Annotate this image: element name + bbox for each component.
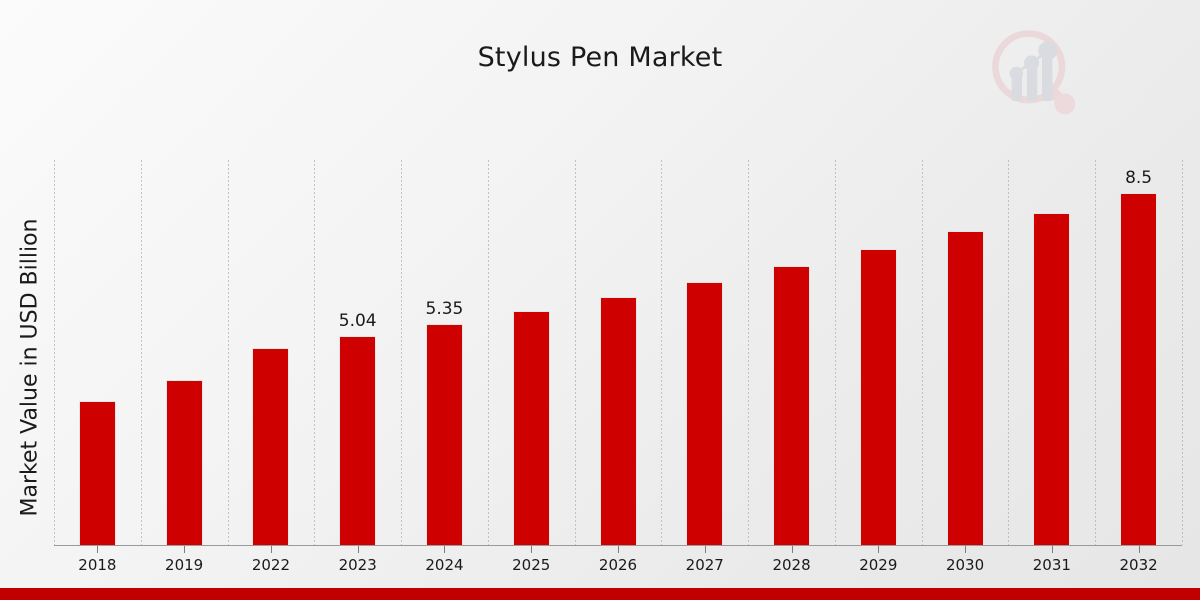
x-tick-2031: [1051, 546, 1053, 553]
gridline: [748, 160, 750, 545]
x-tick-2025: [531, 546, 533, 553]
gridline: [661, 160, 663, 545]
bar-2029[interactable]: [859, 249, 897, 545]
gridline: [1008, 160, 1010, 545]
x-axis-label-2030: 2030: [945, 556, 985, 574]
x-tick-2030: [965, 546, 967, 553]
gridline: [140, 160, 142, 545]
bar-2030[interactable]: [946, 231, 984, 545]
gridline: [227, 160, 229, 545]
gridline: [314, 160, 316, 545]
x-tick-2027: [704, 546, 706, 553]
bar-2031[interactable]: [1033, 213, 1071, 545]
x-tick-2018: [97, 546, 99, 553]
x-tick-2028: [791, 546, 793, 553]
x-tick-2029: [878, 546, 880, 553]
x-tick-2019: [184, 546, 186, 553]
x-tick-2032: [1138, 546, 1140, 553]
x-axis-label-2022: 2022: [251, 556, 291, 574]
x-axis-label-2032: 2032: [1119, 556, 1158, 574]
bar-2028[interactable]: [773, 265, 811, 545]
x-axis-label-2031: 2031: [1032, 556, 1071, 574]
gridline: [487, 160, 489, 545]
x-axis-label-2023: 2023: [338, 556, 377, 574]
x-axis-line: [54, 545, 1182, 546]
gridline: [921, 160, 923, 545]
gridline: [574, 160, 576, 545]
x-axis-label-2024: 2024: [425, 556, 464, 574]
x-axis-label-2027: 2027: [685, 556, 724, 574]
data-label-2032: 8.5: [1125, 168, 1153, 189]
bar-2024[interactable]: [425, 323, 463, 545]
gridline: [834, 160, 836, 545]
data-label-2024: 5.35: [425, 298, 464, 319]
x-tick-2022: [270, 546, 272, 553]
data-label-2023: 5.04: [338, 311, 377, 332]
bar-2027[interactable]: [686, 281, 724, 545]
bar-2025[interactable]: [512, 310, 550, 545]
bar-2026[interactable]: [599, 296, 637, 545]
gridline: [1095, 160, 1097, 545]
x-tick-2026: [618, 546, 619, 553]
bar-2022[interactable]: [252, 347, 290, 545]
x-axis-label-2025: 2025: [512, 556, 551, 574]
gridline: [54, 160, 55, 545]
x-tick-2024: [444, 546, 446, 553]
bar-2018[interactable]: [78, 401, 116, 545]
x-axis-label-2018: 2018: [78, 556, 117, 574]
bar-2019[interactable]: [165, 380, 203, 545]
x-axis-label-2028: 2028: [772, 556, 811, 574]
chart-title: Stylus Pen Market: [477, 42, 723, 73]
x-axis-label-2019: 2019: [165, 556, 204, 574]
gridline: [1182, 160, 1183, 545]
footer-accent-bar: [0, 588, 1200, 600]
x-tick-2023: [357, 546, 359, 553]
plot-area: [54, 160, 1183, 545]
bar-2023[interactable]: [339, 336, 377, 545]
gridline: [401, 160, 403, 545]
x-axis-label-2029: 2029: [859, 556, 898, 574]
bar-2032[interactable]: [1120, 193, 1158, 545]
x-axis-label-2026: 2026: [598, 556, 638, 574]
y-axis-title: Market Value in USD Billion: [17, 218, 43, 517]
